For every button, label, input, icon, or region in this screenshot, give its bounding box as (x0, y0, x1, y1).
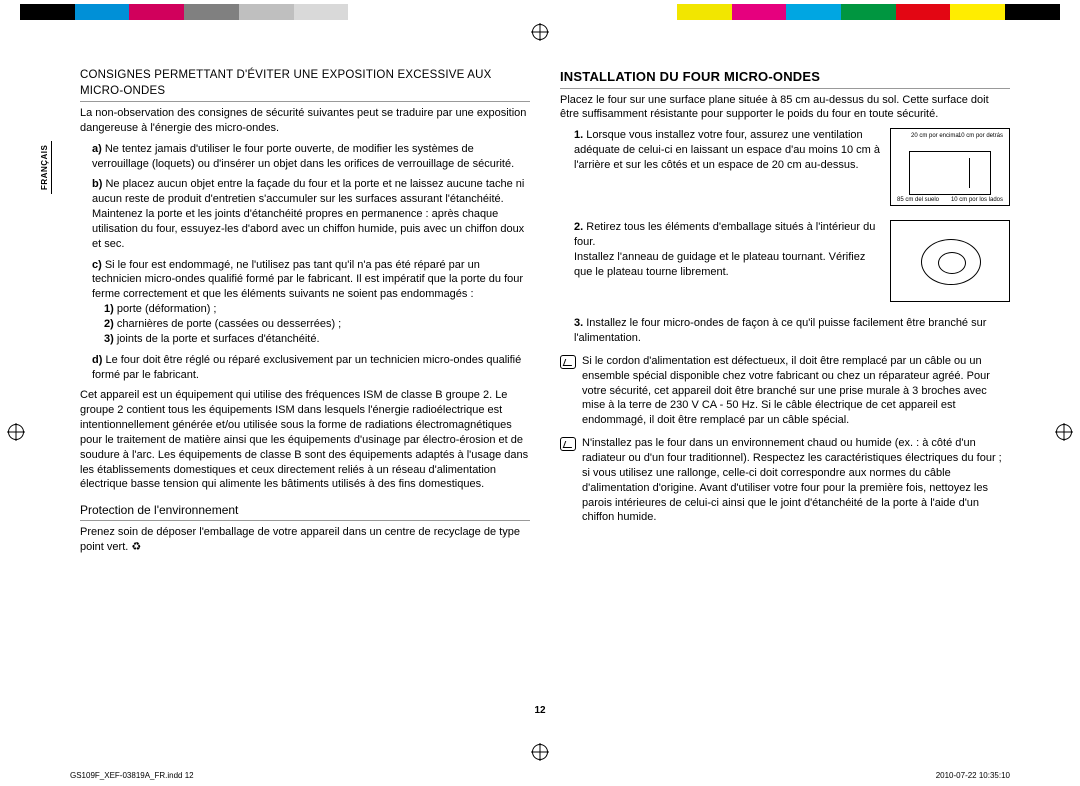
left-intro: La non-observation des consignes de sécu… (80, 106, 530, 136)
item-text: Ne placez aucun objet entre la façade du… (92, 178, 524, 249)
step-text: Retirez tous les éléments d'emballage si… (574, 221, 875, 248)
diagram-label: 20 cm por encima (911, 133, 959, 139)
item-text: Ne tentez jamais d'utiliser le four port… (92, 143, 514, 170)
sub-label: 2) (104, 318, 114, 330)
note-icon (560, 355, 576, 369)
step-item: 2. Retirez tous les éléments d'emballage… (574, 220, 1010, 308)
right-heading: INSTALLATION DU FOUR MICRO-ONDES (560, 68, 1010, 89)
diagram-label: 85 cm del suelo (897, 197, 939, 203)
sub-item: 3) joints de la porte et surfaces d'étan… (104, 332, 530, 347)
left-column: CONSIGNES PERMETTANT D'ÉVITER UNE EXPOSI… (80, 68, 530, 561)
item-label: a) (92, 143, 102, 155)
env-heading: Protection de l'environnement (80, 502, 530, 521)
recycle-icon: ♻ (131, 540, 141, 555)
list-item: b) Ne placez aucun objet entre la façade… (92, 177, 530, 251)
safety-list: a) Ne tentez jamais d'utiliser le four p… (92, 142, 530, 383)
step-text: Lorsque vous installez votre four, assur… (574, 129, 880, 171)
ism-paragraph: Cet appareil est un équipement qui utili… (80, 388, 530, 492)
install-steps: 20 cm por encima 10 cm por detrás 85 cm … (560, 128, 1010, 346)
print-color-bar-top (20, 4, 1060, 20)
registration-mark-icon (532, 24, 548, 40)
right-column: INSTALLATION DU FOUR MICRO-ONDES Placez … (560, 68, 1010, 561)
item-text: Si le four est endommagé, ne l'utilisez … (92, 259, 523, 301)
sub-item: 1) porte (déformation) ; (104, 302, 530, 317)
turntable-diagram (890, 220, 1010, 302)
registration-mark-icon (8, 424, 24, 440)
sub-label: 3) (104, 333, 114, 345)
left-heading: CONSIGNES PERMETTANT D'ÉVITER UNE EXPOSI… (80, 68, 530, 102)
step-item: 3. Installez le four micro-ondes de faço… (574, 316, 1010, 346)
sub-text: porte (déformation) ; (114, 303, 217, 315)
note-block: Si le cordon d'alimentation est défectue… (560, 354, 1010, 428)
item-label: b) (92, 178, 102, 190)
sub-list: 1) porte (déformation) ; 2) charnières d… (104, 302, 530, 347)
list-item: d) Le four doit être réglé ou réparé exc… (92, 353, 530, 383)
step-item: 20 cm por encima 10 cm por detrás 85 cm … (574, 128, 1010, 212)
right-intro: Placez le four sur une surface plane sit… (560, 93, 1010, 123)
registration-mark-icon (1056, 424, 1072, 440)
plate-icon (921, 239, 981, 285)
language-tab: FRANÇAIS (38, 141, 52, 194)
list-item: a) Ne tentez jamais d'utiliser le four p… (92, 142, 530, 172)
step-text: Installez le four micro-ondes de façon à… (574, 317, 986, 344)
note-body: N'installez pas le four dans un environn… (582, 436, 1010, 525)
item-label: c) (92, 259, 102, 271)
sub-text: charnières de porte (cassées ou desserré… (114, 318, 341, 330)
step-label: 3. (574, 317, 583, 329)
env-text: Prenez soin de déposer l'emballage de vo… (80, 525, 530, 555)
sub-text: joints de la porte et surfaces d'étanché… (114, 333, 320, 345)
footer-timestamp: 2010-07-22 10:35:10 (936, 771, 1010, 780)
sub-item: 2) charnières de porte (cassées ou desse… (104, 317, 530, 332)
microwave-icon (909, 151, 991, 195)
diagram-label: 10 cm por detrás (958, 133, 1003, 139)
item-text: Le four doit être réglé ou réparé exclus… (92, 354, 521, 381)
step-label: 1. (574, 129, 583, 141)
step-label: 2. (574, 221, 583, 233)
page-content: CONSIGNES PERMETTANT D'ÉVITER UNE EXPOSI… (0, 20, 1080, 561)
print-footer: GS109F_XEF-03819A_FR.indd 12 2010-07-22 … (70, 771, 1010, 780)
footer-filename: GS109F_XEF-03819A_FR.indd 12 (70, 771, 194, 780)
list-item: c) Si le four est endommagé, ne l'utilis… (92, 258, 530, 347)
note-body: Si le cordon d'alimentation est défectue… (582, 354, 1010, 428)
registration-mark-icon (532, 744, 548, 760)
env-body: Prenez soin de déposer l'emballage de vo… (80, 526, 520, 553)
page-number: 12 (534, 705, 545, 716)
item-label: d) (92, 354, 102, 366)
note-icon (560, 437, 576, 451)
clearance-diagram: 20 cm por encima 10 cm por detrás 85 cm … (890, 128, 1010, 206)
diagram-label: 10 cm por los lados (951, 197, 1003, 203)
sub-label: 1) (104, 303, 114, 315)
note-block: N'installez pas le four dans un environn… (560, 436, 1010, 525)
